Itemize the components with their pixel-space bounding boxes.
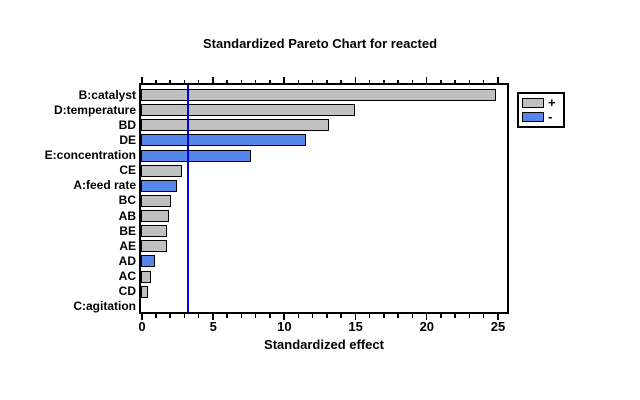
x-minor-tick [368, 314, 371, 318]
y-axis-label-de: DE [119, 132, 136, 147]
x-minor-tick [254, 314, 257, 318]
x-minor-tick-top [411, 79, 414, 83]
x-minor-tick [383, 314, 385, 318]
x-minor-tick [411, 314, 414, 318]
positive-effect-swatch [522, 98, 544, 108]
x-major-tick-top [497, 77, 499, 83]
bar-a-feed-rate [141, 179, 177, 192]
x-major-tick [354, 314, 357, 320]
legend-item-negative: - [522, 109, 560, 124]
plot-area [139, 83, 509, 314]
bar-be [141, 225, 168, 238]
y-axis-label-d-temperature: D:temperature [53, 102, 136, 117]
x-minor-tick [155, 314, 157, 318]
bar-bd [141, 119, 329, 132]
x-tick-label-10: 10 [277, 319, 292, 334]
x-minor-tick [397, 314, 399, 318]
x-minor-tick-top [454, 79, 456, 83]
x-major-tick-top [141, 77, 143, 83]
y-axis-label-b-catalyst: B:catalyst [78, 87, 136, 102]
x-minor-tick-top [155, 79, 157, 83]
chart-title: Standardized Pareto Chart for reacted [202, 36, 438, 51]
bar-cd [141, 285, 149, 298]
x-major-tick [497, 314, 499, 320]
legend-item-positive: + [522, 95, 560, 110]
x-major-tick-top [425, 77, 428, 83]
critical-value-line [186, 85, 189, 312]
bar-ad [141, 255, 156, 268]
x-tick-label-0: 0 [138, 319, 146, 334]
bar-de [141, 134, 307, 147]
x-minor-tick [468, 314, 471, 318]
x-minor-tick-top [326, 79, 328, 83]
x-minor-tick-top [482, 79, 485, 83]
x-minor-tick-top [397, 79, 399, 83]
x-major-tick [425, 314, 428, 320]
x-minor-tick [326, 314, 328, 318]
x-major-tick [212, 314, 214, 320]
x-minor-tick-top [269, 79, 271, 83]
bar-ab [141, 210, 170, 223]
y-axis-label-ce: CE [119, 163, 136, 178]
y-axis-label-be: BE [119, 223, 136, 238]
legend-label-negative: - [548, 109, 553, 124]
y-axis-label-c-agitation: C:agitation [73, 299, 136, 314]
x-major-tick-top [212, 77, 214, 83]
y-axis-label-bc: BC [118, 193, 136, 208]
x-minor-tick-top [169, 79, 171, 83]
y-axis-label-ad: AD [118, 253, 136, 268]
x-major-tick-top [354, 77, 357, 83]
x-major-tick [283, 314, 285, 320]
x-minor-tick-top [340, 79, 342, 83]
bar-ac [141, 270, 151, 283]
bar-ce [141, 164, 183, 177]
y-axis-label-bd: BD [118, 117, 136, 132]
x-minor-tick [226, 314, 228, 318]
x-axis-title: Standardized effect [264, 337, 384, 352]
x-minor-tick [169, 314, 171, 318]
legend: + - [517, 92, 565, 128]
x-minor-tick-top [440, 79, 442, 83]
x-minor-tick [340, 314, 342, 318]
x-tick-label-25: 25 [490, 319, 506, 334]
x-minor-tick-top [297, 79, 300, 83]
x-minor-tick [183, 314, 186, 318]
y-axis-label-ac: AC [118, 269, 136, 284]
x-tick-label-15: 15 [348, 319, 363, 334]
x-minor-tick [297, 314, 300, 318]
x-minor-tick [311, 314, 314, 318]
x-minor-tick-top [240, 79, 243, 83]
bar-e-concentration [141, 149, 251, 162]
bar-b-catalyst [141, 89, 496, 101]
y-axis-label-ae: AE [119, 238, 136, 253]
legend-label-positive: + [548, 95, 556, 110]
bar-d-temperature [141, 104, 355, 117]
x-minor-tick [482, 314, 485, 318]
x-major-tick-top [283, 77, 285, 83]
x-minor-tick [269, 314, 271, 318]
bar-ae [141, 240, 167, 253]
x-minor-tick-top [368, 79, 371, 83]
x-minor-tick [240, 314, 243, 318]
y-axis-label-ab: AB [118, 208, 136, 223]
y-axis-label-cd: CD [118, 284, 136, 299]
x-minor-tick [454, 314, 456, 318]
x-tick-label-5: 5 [209, 319, 217, 334]
y-axis-label-a-feed-rate: A:feed rate [73, 178, 136, 193]
x-major-tick [141, 314, 143, 320]
x-minor-tick-top [311, 79, 314, 83]
x-minor-tick-top [197, 79, 200, 83]
x-minor-tick [440, 314, 442, 318]
x-minor-tick-top [226, 79, 228, 83]
x-minor-tick [197, 314, 200, 318]
x-tick-label-20: 20 [419, 319, 435, 334]
bar-bc [141, 194, 171, 207]
y-axis-label-e-concentration: E:concentration [44, 148, 136, 163]
negative-effect-swatch [522, 112, 544, 122]
x-minor-tick-top [183, 79, 186, 83]
x-minor-tick-top [468, 79, 471, 83]
x-minor-tick-top [254, 79, 257, 83]
x-minor-tick-top [383, 79, 385, 83]
